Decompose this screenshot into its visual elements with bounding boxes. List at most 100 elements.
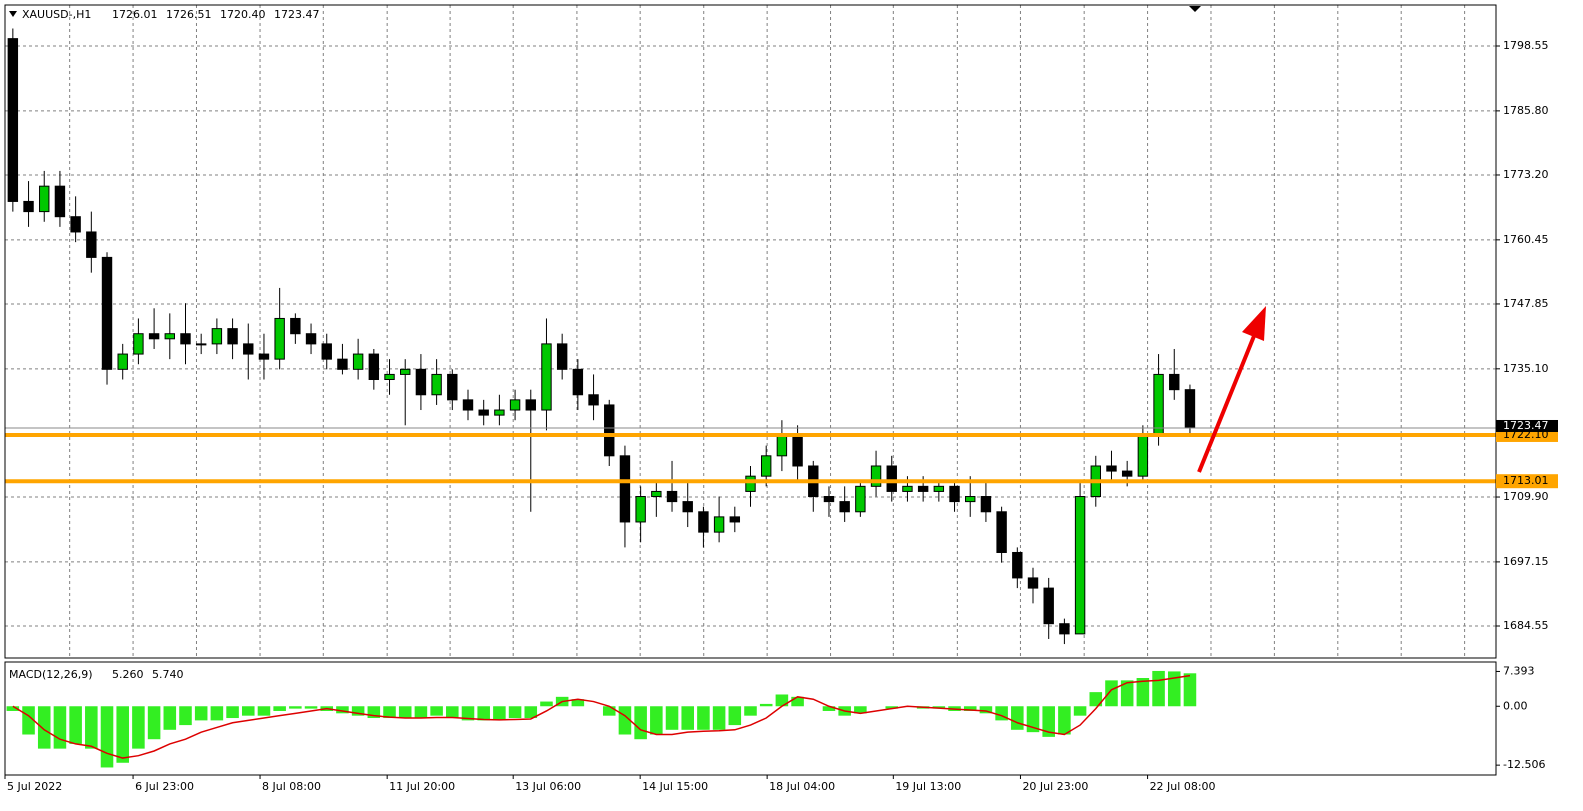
macd-bar bbox=[194, 706, 208, 721]
macd-bar bbox=[383, 706, 396, 719]
candle-body bbox=[745, 475, 756, 492]
macd-bar bbox=[1058, 706, 1071, 735]
ohlc-value: 1726.01 bbox=[112, 8, 158, 21]
candle-body bbox=[1137, 434, 1149, 477]
trend-arrow bbox=[1197, 306, 1266, 473]
candle-body bbox=[148, 333, 160, 340]
main-panel-frame bbox=[4, 4, 1497, 659]
y-tick-label: 7.393 bbox=[1503, 664, 1535, 677]
macd-bar bbox=[116, 706, 129, 763]
candle-body bbox=[682, 501, 693, 513]
candle-body bbox=[1106, 465, 1117, 472]
candle-body bbox=[635, 496, 646, 523]
candle-body bbox=[494, 409, 505, 416]
macd-value: 5.260 bbox=[112, 668, 144, 681]
shift-marker bbox=[1189, 6, 1201, 12]
candle-body bbox=[133, 333, 144, 355]
macd-bar bbox=[681, 706, 694, 730]
macd-bar bbox=[571, 699, 585, 707]
macd-bar bbox=[1105, 680, 1118, 707]
candle-body bbox=[164, 333, 176, 340]
ohlc-value: 1723.47 bbox=[274, 8, 320, 21]
candle-body bbox=[572, 368, 584, 396]
candle-body bbox=[39, 185, 50, 213]
y-tick-label: 1747.85 bbox=[1503, 297, 1549, 310]
macd-bar bbox=[759, 703, 773, 707]
candle-body bbox=[400, 368, 411, 375]
macd-bar bbox=[414, 706, 428, 719]
macd-bar bbox=[1136, 678, 1150, 707]
candle-body bbox=[101, 256, 113, 370]
y-tick-label: 1684.55 bbox=[1503, 619, 1549, 632]
macd-bar bbox=[336, 706, 349, 714]
candle-body bbox=[588, 394, 599, 406]
macd-bar bbox=[85, 706, 98, 749]
candle-body bbox=[541, 343, 552, 411]
candle-body bbox=[1074, 496, 1086, 635]
macd-bar bbox=[273, 706, 286, 711]
macd-bar bbox=[775, 694, 789, 707]
ohlc-value: 1720.40 bbox=[220, 8, 266, 21]
candle-body bbox=[651, 490, 662, 498]
level-label-box bbox=[1496, 474, 1558, 489]
candle-body bbox=[556, 343, 568, 370]
symbol: XAUUSD-,H1 bbox=[22, 8, 91, 21]
candle-body bbox=[243, 343, 254, 355]
candle-body bbox=[1027, 577, 1039, 589]
y-tick-label: 1773.20 bbox=[1503, 168, 1549, 181]
macd-bar bbox=[963, 706, 977, 711]
candle-body bbox=[211, 328, 223, 345]
candle-body bbox=[352, 353, 364, 370]
level-label: 1713.01 bbox=[1503, 474, 1549, 487]
macd-bar bbox=[257, 706, 271, 716]
candle-body bbox=[447, 373, 458, 401]
menu-triangle bbox=[9, 11, 17, 17]
labels: 1798.55 1785.80 1773.20 1760.45 1747.85 1735.… bbox=[4, 8, 1558, 793]
candle-body bbox=[337, 358, 348, 370]
candle-body bbox=[760, 455, 772, 477]
last-price-box bbox=[1496, 419, 1558, 432]
candle-body bbox=[1153, 373, 1164, 436]
candle-body bbox=[1012, 551, 1023, 579]
candle-body bbox=[321, 343, 332, 360]
x-tick-label: 22 Jul 08:00 bbox=[1150, 780, 1216, 793]
macd-bar bbox=[493, 706, 506, 721]
candle-body bbox=[384, 373, 395, 381]
y-tick-label: -12.506 bbox=[1503, 758, 1545, 771]
grid bbox=[5, 5, 1496, 658]
macd-bar bbox=[712, 706, 726, 730]
candle-body bbox=[227, 328, 238, 345]
candle-body bbox=[965, 496, 976, 503]
macd-bar bbox=[602, 706, 616, 716]
macd-bar bbox=[1042, 706, 1055, 737]
macd-bar bbox=[477, 706, 490, 721]
arrow-shaft bbox=[1197, 335, 1256, 473]
candle-body bbox=[1169, 373, 1180, 391]
candle-body bbox=[54, 185, 66, 218]
macd-bar bbox=[430, 706, 443, 716]
macd-bar bbox=[367, 706, 381, 719]
macd-bar bbox=[1152, 670, 1165, 707]
macd-bar bbox=[650, 706, 663, 735]
x-tick-label: 5 Jul 2022 bbox=[7, 780, 62, 793]
candle-body bbox=[933, 485, 945, 492]
candle-body bbox=[1121, 470, 1133, 477]
macd-bar bbox=[540, 701, 553, 707]
candle-body bbox=[70, 216, 81, 233]
candle-body bbox=[917, 485, 929, 492]
candle-body bbox=[290, 317, 301, 335]
x-tick-label: 11 Jul 20:00 bbox=[389, 780, 455, 793]
macd-bar bbox=[979, 706, 993, 714]
macd-bar bbox=[744, 706, 757, 716]
x-tick-label: 19 Jul 13:00 bbox=[895, 780, 961, 793]
candle-body bbox=[949, 485, 960, 503]
macd-bar bbox=[163, 706, 177, 730]
x-tick-label: 18 Jul 04:00 bbox=[769, 780, 835, 793]
macd-bar bbox=[1183, 673, 1197, 707]
y-tick-label: 1760.45 bbox=[1503, 233, 1549, 246]
macd-bar bbox=[351, 706, 365, 716]
ohlc-value: 1726.51 bbox=[166, 8, 212, 21]
macd-bar bbox=[210, 706, 224, 721]
candle-body bbox=[509, 399, 521, 411]
